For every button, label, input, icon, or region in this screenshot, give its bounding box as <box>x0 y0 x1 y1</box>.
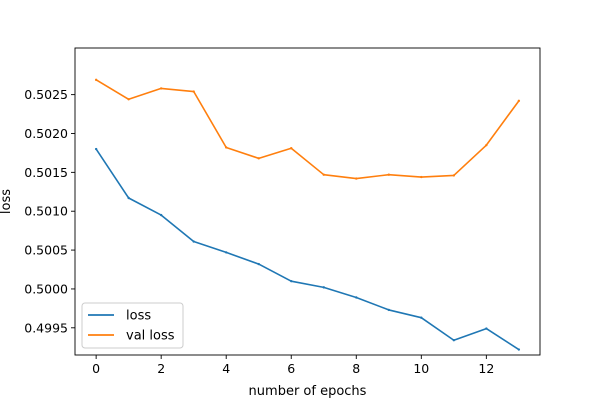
y-tick-label: 0.4995 <box>24 320 68 335</box>
x-axis: 0 2 4 6 8 10 12 <box>92 355 494 376</box>
series-1-point <box>322 173 325 176</box>
axes-frame-border <box>74 47 541 356</box>
series-0-point <box>517 348 521 351</box>
x-tick-label: 10 <box>413 361 429 376</box>
series-0-point <box>94 147 98 151</box>
series-0-point <box>290 279 293 283</box>
x-tick-label: 6 <box>287 361 295 376</box>
series-0-point <box>452 339 456 342</box>
y-tick-label: 0.5020 <box>24 126 68 141</box>
series-1-point <box>387 173 390 176</box>
series-line-0 <box>95 148 520 351</box>
series-1-point <box>159 87 163 90</box>
y-tick-label: 0.5000 <box>24 281 68 296</box>
x-tick-label: 12 <box>478 361 494 376</box>
series-1-point <box>485 143 488 147</box>
series-1-point <box>192 90 195 93</box>
legend-label-1: val loss <box>126 329 175 344</box>
series-0-point <box>127 196 130 200</box>
series-1-point <box>225 146 228 149</box>
legend-label-0: loss <box>126 309 151 324</box>
y-axis-label: loss <box>0 189 14 214</box>
y-tick-label: 0.5005 <box>24 243 68 258</box>
series-layer <box>94 78 521 351</box>
series-line-1 <box>95 79 520 180</box>
series-1-point <box>517 99 521 103</box>
series-0-point <box>420 316 423 319</box>
y-tick-label: 0.5025 <box>24 87 68 102</box>
series-1-point <box>94 78 98 82</box>
legend: loss val loss <box>81 302 184 349</box>
x-tick-label: 2 <box>157 361 165 376</box>
x-tick-label: 8 <box>352 361 360 376</box>
series-0-point <box>192 240 195 243</box>
series-1-point <box>420 175 423 179</box>
series-0-point <box>485 327 488 330</box>
series-1-point <box>257 157 260 160</box>
series-0-point <box>322 286 325 289</box>
series-0-point <box>225 251 228 254</box>
series-0-point <box>257 262 260 266</box>
x-tick-label: 4 <box>222 361 230 376</box>
x-axis-label: number of epochs <box>249 384 367 399</box>
series-0-point <box>355 296 358 299</box>
x-tick-label: 0 <box>92 361 100 376</box>
series-0-point <box>387 308 390 312</box>
series-0-point <box>159 213 163 217</box>
axes-frame <box>74 47 541 356</box>
series-1-point <box>290 147 293 150</box>
series-1-point <box>127 98 130 101</box>
y-tick-label: 0.5015 <box>24 165 68 180</box>
y-axis: 0.4995 0.5000 0.5005 0.5010 0.5015 0.5020 0.50… <box>24 87 75 335</box>
series-1-point <box>452 174 456 177</box>
series-1-point <box>355 177 358 180</box>
y-tick-label: 0.5010 <box>24 204 68 219</box>
